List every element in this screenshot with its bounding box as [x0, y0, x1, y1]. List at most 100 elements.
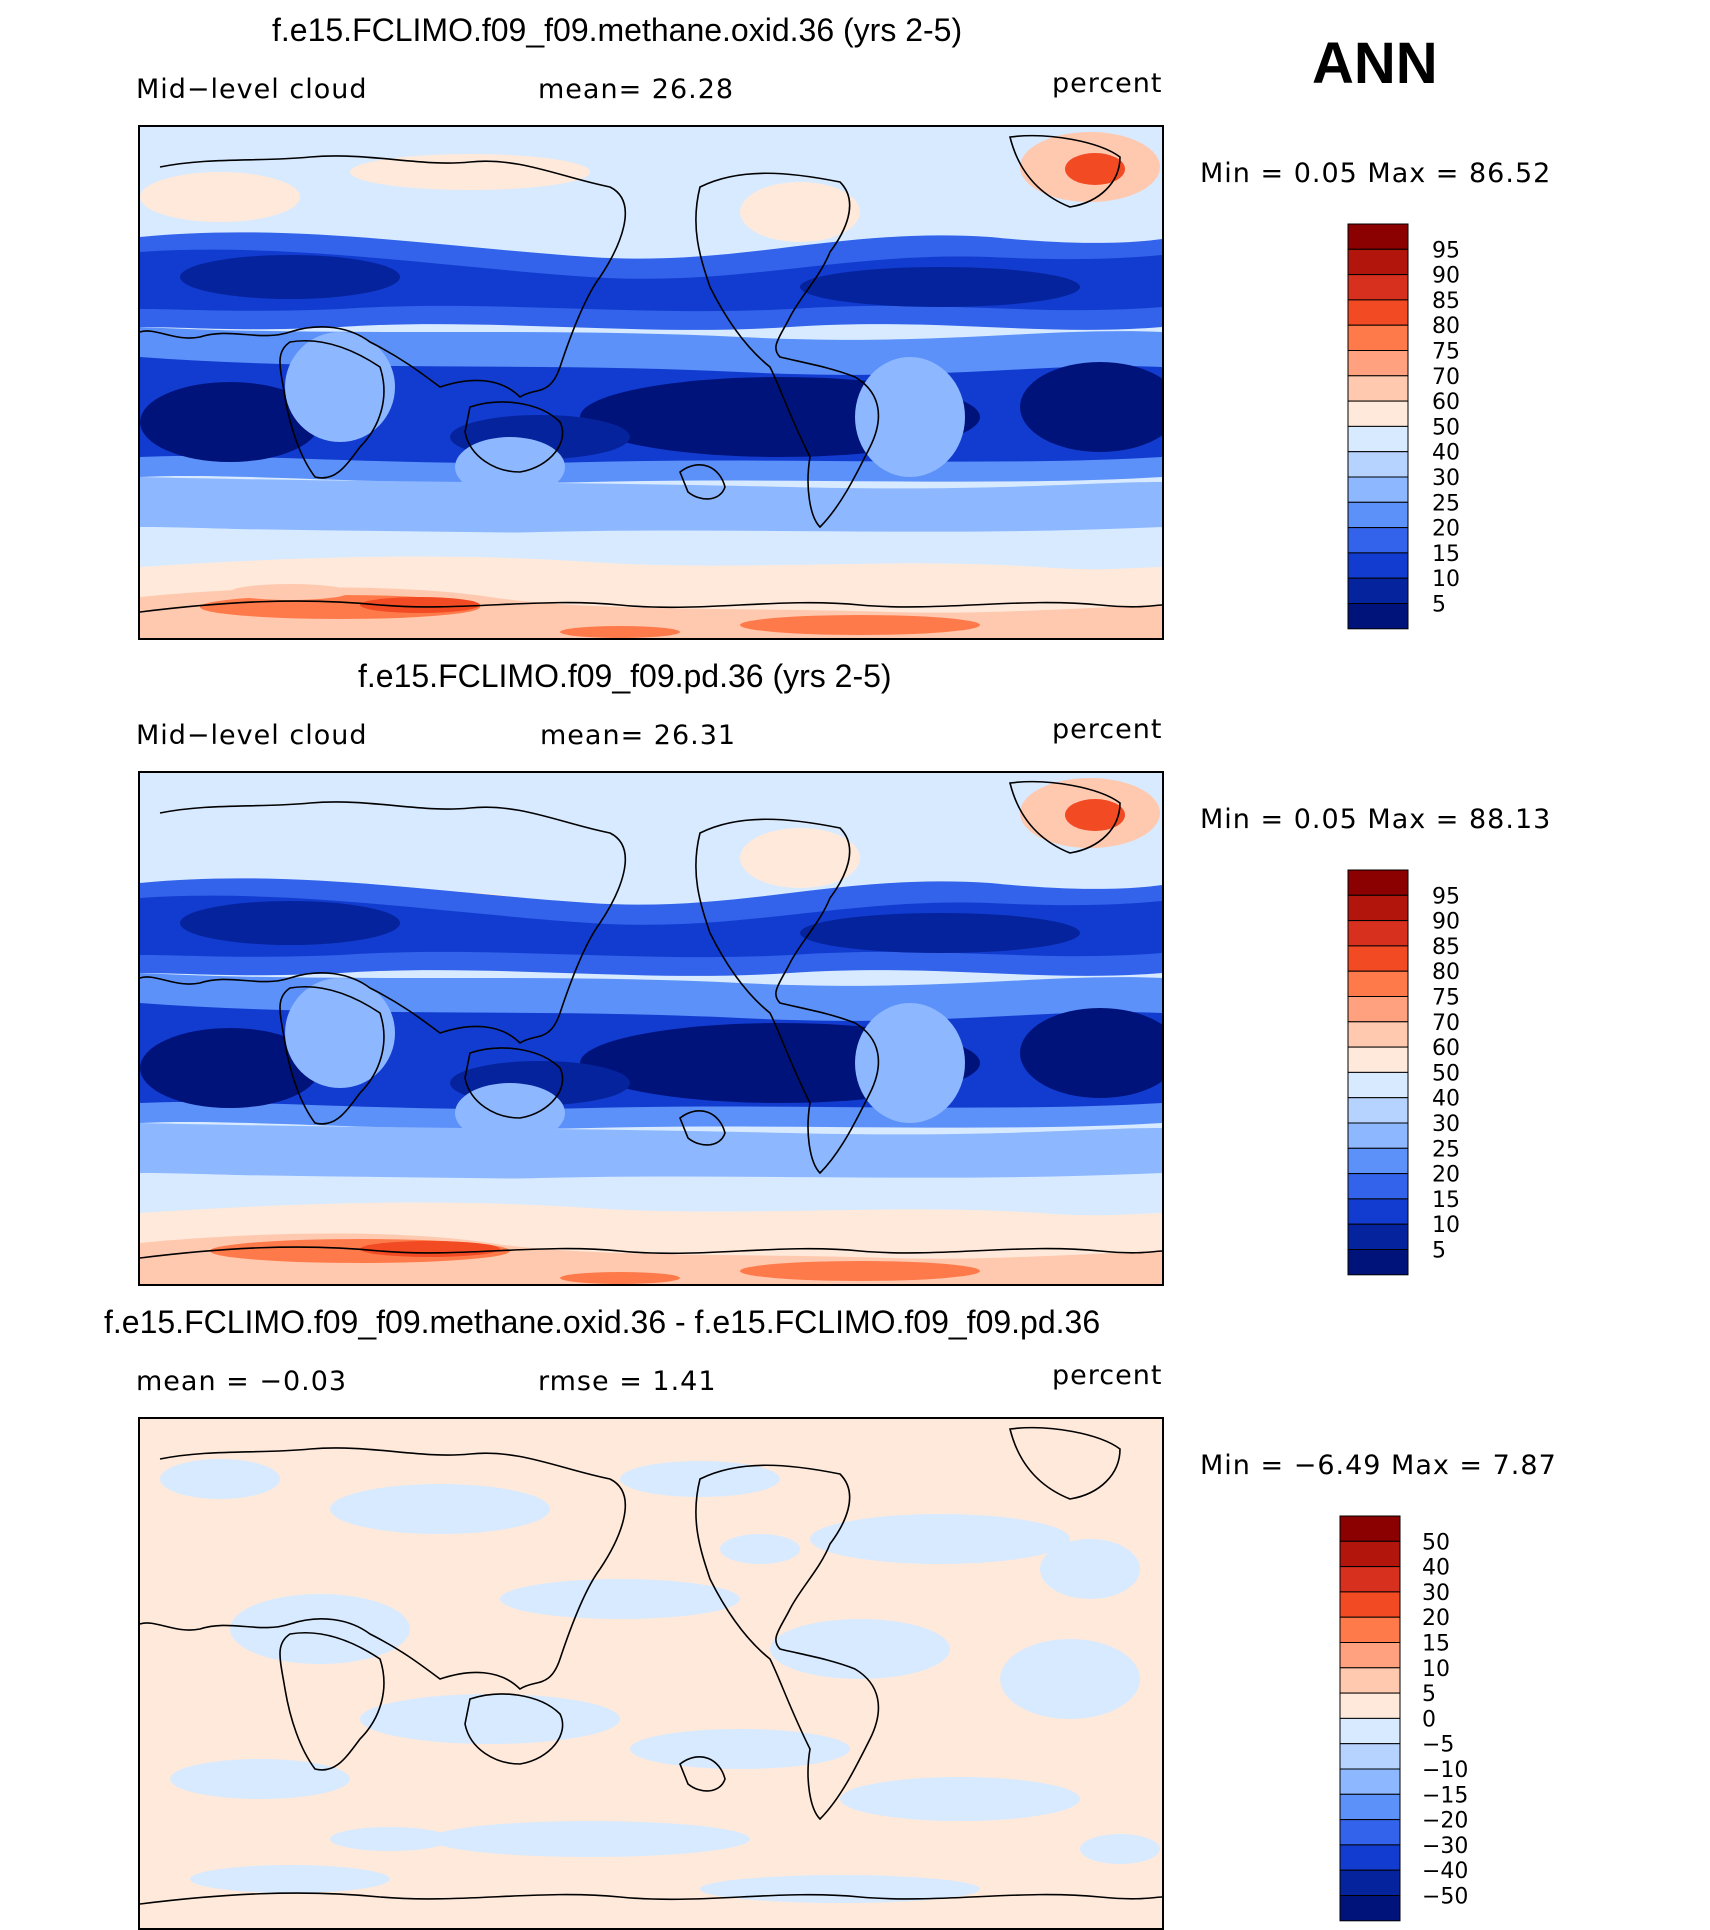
panel-2-colorbar-label: 75 [1432, 986, 1460, 1011]
panel-3-colorbar-label: 50 [1422, 1530, 1450, 1555]
panel-1-colorbar-label: 75 [1432, 340, 1460, 365]
panel-3-colorbar-label: 5 [1422, 1682, 1436, 1707]
panel-3-colorbar-label: 30 [1422, 1581, 1450, 1606]
panel-3-colorbar-swatch [1339, 1591, 1401, 1618]
panel-1-mean-label: mean= 26.28 [538, 74, 735, 105]
panel-1-colorbar-swatch [1347, 552, 1409, 579]
panel-1-colorbar-swatch [1347, 425, 1409, 453]
panel-1-colorbar-label: 15 [1432, 542, 1460, 567]
panel-2-colorbar-swatch [1347, 1198, 1409, 1225]
panel-3-colorbar-label: 40 [1422, 1556, 1450, 1581]
panel-2-colorbar-swatch [1347, 1173, 1409, 1200]
panel-3-colorbar-swatch [1339, 1616, 1401, 1643]
panel-3-colorbar-swatch [1339, 1895, 1401, 1922]
panel-1-colorbar-swatch [1347, 476, 1409, 503]
panel-3-colorbar-swatch [1339, 1515, 1401, 1542]
panel-1-colorbar-label: 80 [1432, 314, 1460, 339]
panel-2-colorbar-swatch [1347, 869, 1409, 896]
panel-2-colorbar-swatch [1347, 1147, 1409, 1175]
panel-3-map [138, 1417, 1164, 1930]
panel-2-colorbar-label: 95 [1432, 884, 1460, 909]
panel-1-colorbar-swatch [1347, 400, 1409, 427]
panel-1-colorbar-label: 10 [1432, 567, 1460, 592]
panel-2-units-label: percent [1052, 714, 1163, 745]
panel-3-colorbar-label: 15 [1422, 1632, 1450, 1657]
panel-3-colorbar-swatch [1339, 1844, 1401, 1871]
panel-2-colorbar-label: 5 [1432, 1239, 1446, 1264]
panel-3-colorbar-swatch [1339, 1667, 1401, 1694]
panel-2-colorbar-swatch [1347, 920, 1409, 947]
panel-3-colorbar-swatch [1339, 1768, 1401, 1795]
panel-2-colorbar-label: 90 [1432, 910, 1460, 935]
panel-3-colorbar-label: −50 [1422, 1885, 1468, 1910]
panel-2-colorbar-swatch [1347, 894, 1409, 922]
panel-2-variable-label: Mid−level cloud [136, 720, 368, 751]
panel-1-colorbar-label: 85 [1432, 289, 1460, 314]
panel-2-colorbar-label: 25 [1432, 1137, 1460, 1162]
panel-3-colorbar-label: −40 [1422, 1859, 1468, 1884]
panel-3-colorbar-label: 20 [1422, 1606, 1450, 1631]
panel-3-colorbar-label: −10 [1422, 1758, 1468, 1783]
panel-2-title: f.e15.FCLIMO.f09_f09.pd.36 (yrs 2-5) [358, 658, 892, 694]
panel-3-minmax: Min = −6.49 Max = 7.87 [1200, 1450, 1557, 1481]
panel-3-map-svg [140, 1419, 1162, 1928]
panel-1-colorbar-label: 95 [1432, 238, 1460, 263]
panel-2-colorbar-label: 70 [1432, 1011, 1460, 1036]
panel-2-colorbar: 95 90 85 80 75 70 60 50 40 30 25 20 15 10 5 [1347, 869, 1508, 1280]
panel-1-colorbar-swatch [1347, 324, 1409, 351]
panel-3-colorbar-swatch [1339, 1692, 1401, 1719]
panel-1-colorbar-swatches [1347, 223, 1409, 630]
panel-3-title: f.e15.FCLIMO.f09_f09.methane.oxid.36 - f… [104, 1304, 1101, 1340]
panel-2-colorbar-swatch [1347, 970, 1409, 997]
panel-2-colorbar-swatch [1347, 1046, 1409, 1073]
panel-2-minmax: Min = 0.05 Max = 88.13 [1200, 804, 1552, 835]
panel-1-colorbar: 95 90 85 80 75 70 60 50 40 30 25 20 15 10 5 [1347, 223, 1508, 634]
panel-2-colorbar-label: 15 [1432, 1188, 1460, 1213]
panel-1-colorbar-label: 60 [1432, 390, 1460, 415]
panel-1-colorbar-swatch [1347, 223, 1409, 250]
panel-3-colorbar-swatch [1339, 1717, 1401, 1745]
panel-3-colorbar-label: −20 [1422, 1809, 1468, 1834]
panel-1-colorbar-label: 90 [1432, 264, 1460, 289]
season-label: ANN [1312, 31, 1438, 96]
panel-1-colorbar-swatch [1347, 603, 1409, 630]
panel-1-colorbar-label: 5 [1432, 593, 1446, 618]
panel-1-colorbar-swatch [1347, 501, 1409, 529]
panel-2-colorbar-swatch [1347, 1021, 1409, 1048]
panel-3-colorbar-swatch [1339, 1869, 1401, 1897]
panel-1-colorbar-swatch [1347, 299, 1409, 326]
panel-2-colorbar-swatches [1347, 869, 1409, 1276]
panel-3-rmse-label: rmse = 1.41 [538, 1366, 717, 1397]
panel-2-colorbar-label: 50 [1432, 1061, 1460, 1086]
panel-1-colorbar-label: 40 [1432, 441, 1460, 466]
panel-2-colorbar-label: 60 [1432, 1036, 1460, 1061]
panel-1-minmax: Min = 0.05 Max = 86.52 [1200, 158, 1552, 189]
panel-2-colorbar-swatch [1347, 945, 1409, 972]
panel-1-colorbar-swatch [1347, 577, 1409, 605]
panel-2-mean-label: mean= 26.31 [540, 720, 737, 751]
panel-1-colorbar-label: 20 [1432, 517, 1460, 542]
panel-2-colorbar-label: 80 [1432, 960, 1460, 985]
panel-3-colorbar-swatch [1339, 1743, 1401, 1770]
panel-2-colorbar-label: 10 [1432, 1213, 1460, 1238]
panel-3-colorbar-swatch [1339, 1793, 1401, 1821]
panel-3-colorbar-label: −5 [1422, 1733, 1454, 1758]
panel-2-map-svg [140, 773, 1162, 1284]
panel-2-colorbar-swatch [1347, 1097, 1409, 1124]
panel-3-mean-label: mean = −0.03 [136, 1366, 348, 1397]
panel-3-colorbar-swatch [1339, 1642, 1401, 1669]
panel-3-colorbar-label: −30 [1422, 1834, 1468, 1859]
panel-1-map [138, 125, 1164, 640]
panel-1-colorbar-swatch [1347, 248, 1409, 276]
panel-3-colorbar-label: 10 [1422, 1657, 1450, 1682]
panel-1-colorbar-swatch [1347, 375, 1409, 402]
panel-3-colorbar-label: 0 [1422, 1707, 1436, 1732]
panel-1-units-label: percent [1052, 68, 1163, 99]
panel-1-colorbar-swatch [1347, 350, 1409, 377]
